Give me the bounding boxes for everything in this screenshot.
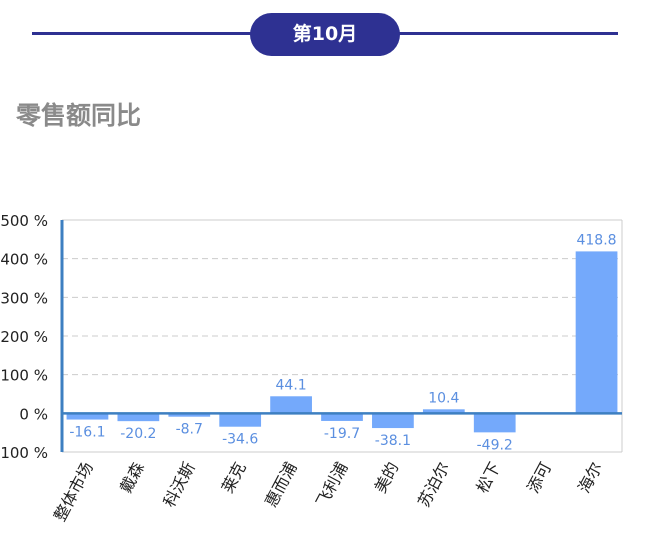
month-badge: 第10月 [250, 13, 400, 56]
bar [66, 413, 109, 420]
bar [219, 413, 262, 427]
bar [168, 413, 211, 417]
section-title: 零售额同比 [16, 101, 142, 130]
category-label: 添可 [523, 459, 555, 496]
category-label: 惠而浦 [261, 459, 300, 510]
y-tick-label: 100 % [0, 444, 48, 462]
y-tick-label: 200 % [0, 328, 48, 346]
data-label: -8.7 [176, 422, 203, 438]
category-label: 飞利浦 [312, 459, 351, 510]
data-label: 418.8 [576, 232, 616, 248]
category-label: 美的 [371, 459, 403, 496]
data-label: -20.2 [120, 426, 156, 442]
category-label: 苏泊尔 [414, 459, 453, 510]
data-label: 10.4 [428, 390, 459, 406]
y-tick-label: 300 % [0, 289, 48, 307]
data-label: -49.2 [477, 437, 513, 453]
category-label: 莱克 [218, 459, 250, 496]
data-label: 44.1 [276, 377, 307, 393]
bar [117, 413, 160, 422]
data-label: -19.7 [324, 426, 360, 442]
bar [575, 251, 618, 414]
data-label: -16.1 [69, 425, 105, 441]
category-label: 整体市场 [50, 459, 97, 524]
bar [473, 413, 516, 433]
bar [321, 413, 363, 421]
category-label: 科沃斯 [159, 459, 198, 510]
category-label: 松下 [472, 459, 504, 496]
y-tick-label: 500 % [0, 212, 48, 230]
y-tick-label: 0 % [19, 405, 48, 423]
y-tick-label: 100 % [0, 367, 48, 385]
category-label: 海尔 [574, 459, 606, 496]
bar [372, 413, 414, 429]
category-label: 戴森 [116, 459, 148, 496]
bar [422, 409, 465, 414]
data-label: -34.6 [222, 432, 258, 448]
data-label: -38.1 [375, 433, 411, 449]
bar [270, 396, 312, 414]
y-tick-label: 400 % [0, 251, 48, 269]
